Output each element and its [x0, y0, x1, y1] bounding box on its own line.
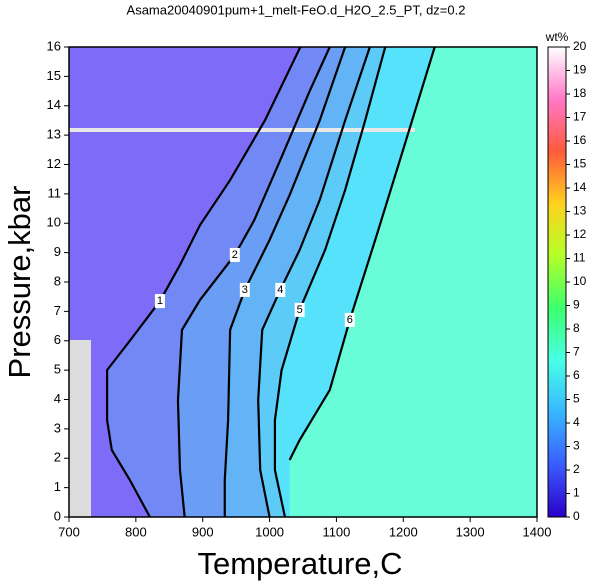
colorbar-tick-label: 1: [573, 486, 580, 500]
band-fill: [289, 47, 537, 517]
x-axis-label: Temperature,C: [197, 546, 402, 581]
x-tick-label: 1100: [322, 524, 350, 539]
colorbar-tick-label: 2: [573, 462, 580, 476]
contour-label-bg: [239, 282, 250, 297]
colorbar-tick-label: 17: [573, 110, 587, 124]
contour-label-bg: [294, 302, 305, 317]
x-tick-label: 1400: [523, 524, 552, 539]
y-tick-label: 12: [47, 156, 61, 171]
y-tick-label: 6: [54, 332, 61, 347]
x-tick-label: 900: [192, 524, 214, 539]
colorbar-tick-label: 8: [573, 321, 580, 335]
y-tick-label: 0: [54, 508, 61, 523]
colorbar-tick-label: 20: [573, 39, 587, 53]
x-tick-label: 1200: [389, 524, 418, 539]
contour-label: 3: [242, 284, 248, 296]
contour-label-bg: [229, 247, 240, 262]
plot-area: 1 2 3 4 5 6: [69, 47, 537, 517]
x-tick-label: 700: [58, 524, 80, 539]
x-tick-label: 1000: [255, 524, 284, 539]
y-tick-label: 3: [54, 420, 61, 435]
contour-label: 4: [277, 284, 283, 296]
contour-line: [106, 47, 302, 517]
x-tick-label: 800: [125, 524, 147, 539]
masked-region: [69, 340, 91, 517]
y-tick-label: 14: [47, 97, 61, 112]
contour-line: [176, 47, 331, 517]
colorbar-tick-label: 7: [573, 345, 580, 359]
contour-label: 2: [232, 249, 238, 261]
colorbar-tick-label: 5: [573, 392, 580, 406]
colorbar-tick-label: 12: [573, 227, 587, 241]
contour-label-bg: [344, 312, 355, 327]
colorbar-tick-label: 15: [573, 157, 587, 171]
y-tick-label: 11: [48, 185, 62, 200]
y-tick-label: 1: [54, 479, 61, 494]
colorbar-tick-label: 6: [573, 368, 580, 382]
x-tick-label: 1300: [456, 524, 485, 539]
chart-title: Asama20040901pum+1_melt-FeO.d_H2O_2.5_PT…: [127, 2, 466, 17]
overlay: 700 800 900 1000 1100 1200 1300 140001234567891…: [47, 38, 587, 539]
colorbar-tick-label: 0: [573, 509, 580, 523]
colorbar: [547, 46, 567, 518]
colorbar-tick-label: 18: [573, 86, 587, 100]
y-tick-label: 7: [54, 303, 61, 318]
y-tick-label: 9: [54, 244, 61, 259]
y-tick-label: 10: [47, 215, 61, 230]
y-tick-label: 4: [54, 391, 61, 406]
colorbar-tick-label: 3: [573, 439, 580, 453]
colorbar-tick-label: 14: [573, 180, 587, 194]
contour-label: 6: [347, 314, 353, 326]
colorbar-tick-label: 19: [573, 63, 587, 77]
y-tick-label: 13: [47, 127, 61, 142]
y-tick-label: 16: [47, 38, 61, 53]
contour-label-bg: [154, 294, 165, 309]
contour-label-bg: [275, 282, 286, 297]
colorbar-tick-label: 13: [573, 204, 587, 218]
y-tick-label: 15: [47, 68, 61, 83]
contour-label: 5: [297, 304, 303, 316]
colorbar-tick-label: 4: [573, 415, 580, 429]
colorbar-label: wt%: [545, 30, 569, 44]
colorbar-tick-label: 9: [573, 298, 580, 312]
y-tick-label: 5: [54, 362, 61, 377]
colorbar-tick-label: 16: [573, 133, 587, 147]
colorbar-tick-label: 11: [573, 251, 586, 265]
y-tick-label: 2: [54, 450, 61, 465]
y-axis-label: Pressure,kbar: [2, 186, 37, 379]
colorbar-tick-label: 10: [573, 274, 587, 288]
contour-label: 1: [157, 295, 163, 307]
y-tick-label: 8: [54, 273, 61, 288]
